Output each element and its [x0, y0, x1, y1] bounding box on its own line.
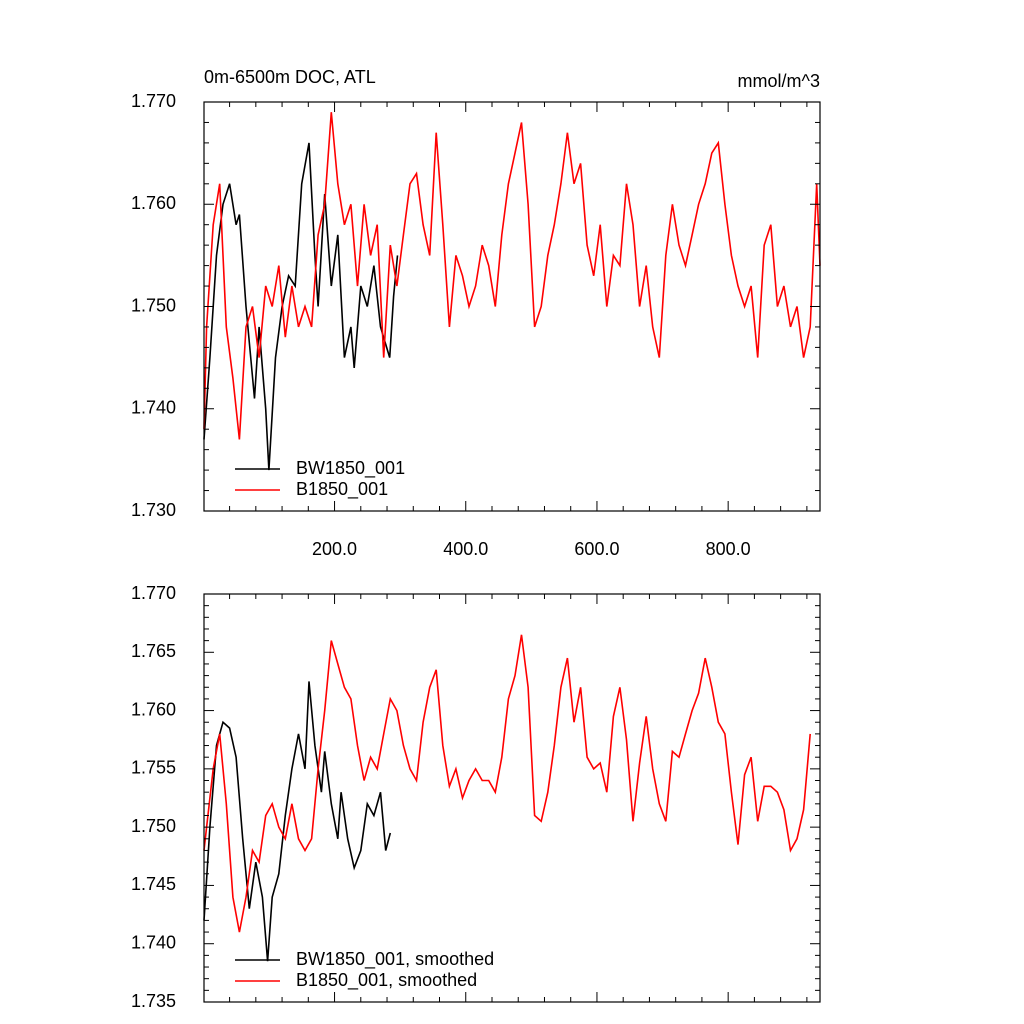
units-label: mmol/m^3: [738, 71, 820, 91]
x-tick-label: 200.0: [312, 539, 357, 559]
x-tick-label: 400.0: [443, 539, 488, 559]
y-tick-label: 1.760: [131, 193, 176, 213]
legend-label: B1850_001, smoothed: [296, 970, 477, 991]
data-line: [203, 634, 811, 933]
y-tick-label: 1.745: [131, 874, 176, 894]
y-tick-label: 1.740: [131, 932, 176, 952]
y-tick-label: 1.735: [131, 991, 176, 1011]
y-tick-label: 1.740: [131, 398, 176, 418]
y-tick-label: 1.770: [131, 91, 176, 111]
y-tick-label: 1.750: [131, 295, 176, 315]
data-line: [203, 681, 392, 962]
x-tick-label: 800.0: [706, 539, 751, 559]
y-tick-label: 1.755: [131, 758, 176, 778]
y-tick-label: 1.765: [131, 641, 176, 661]
y-tick-label: 1.730: [131, 500, 176, 520]
data-line: [203, 112, 821, 440]
plot-frame: [203, 593, 821, 1003]
y-tick-label: 1.750: [131, 816, 176, 836]
legend-label: BW1850_001, smoothed: [296, 949, 494, 970]
x-tick-label: 600.0: [574, 539, 619, 559]
y-tick-label: 1.760: [131, 699, 176, 719]
y-tick-label: 1.770: [131, 583, 176, 603]
legend-label: BW1850_001: [296, 458, 405, 479]
data-line: [203, 142, 399, 471]
chart-title: 0m-6500m DOC, ATL: [204, 67, 376, 87]
legend-label: B1850_001: [296, 479, 388, 500]
